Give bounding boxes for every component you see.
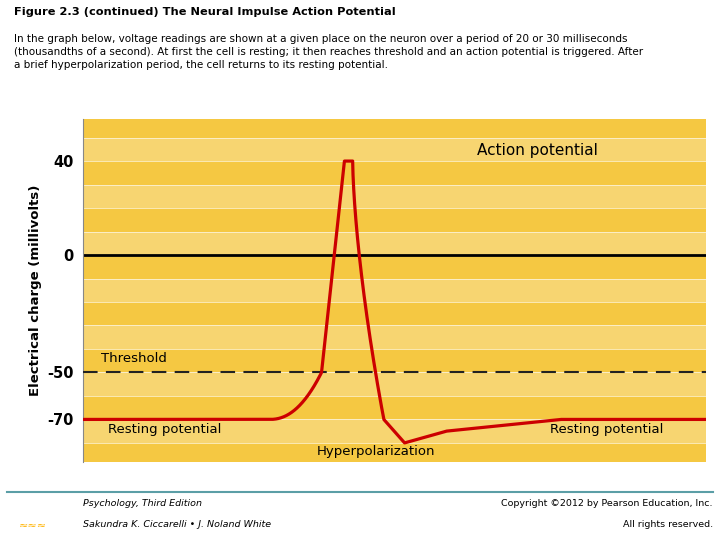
Bar bbox=[83, 185, 706, 208]
Text: ≈≈≈: ≈≈≈ bbox=[19, 521, 48, 530]
Text: All rights reserved.: All rights reserved. bbox=[623, 521, 713, 529]
Bar bbox=[83, 279, 706, 302]
Bar bbox=[83, 373, 706, 396]
Y-axis label: Electrical charge (millivolts): Electrical charge (millivolts) bbox=[29, 185, 42, 396]
Text: Resting potential: Resting potential bbox=[108, 423, 221, 436]
Bar bbox=[83, 326, 706, 349]
Text: PEARSON: PEARSON bbox=[14, 509, 52, 515]
Text: Psychology, Third Edition: Psychology, Third Edition bbox=[83, 499, 202, 508]
Bar bbox=[83, 232, 706, 255]
Text: Resting potential: Resting potential bbox=[550, 423, 663, 436]
Text: Figure 2.3 (continued) The Neural Impulse Action Potential: Figure 2.3 (continued) The Neural Impuls… bbox=[14, 8, 396, 17]
Text: Hyperpolarization: Hyperpolarization bbox=[316, 444, 435, 457]
Bar bbox=[83, 420, 706, 443]
Text: Sakundra K. Ciccarelli • J. Noland White: Sakundra K. Ciccarelli • J. Noland White bbox=[83, 521, 271, 529]
Text: Copyright ©2012 by Pearson Education, Inc.: Copyright ©2012 by Pearson Education, In… bbox=[501, 499, 713, 508]
Text: Threshold: Threshold bbox=[102, 353, 167, 366]
Text: Action potential: Action potential bbox=[477, 143, 598, 158]
Bar bbox=[83, 138, 706, 161]
Text: In the graph below, voltage readings are shown at a given place on the neuron ov: In the graph below, voltage readings are… bbox=[14, 34, 644, 70]
